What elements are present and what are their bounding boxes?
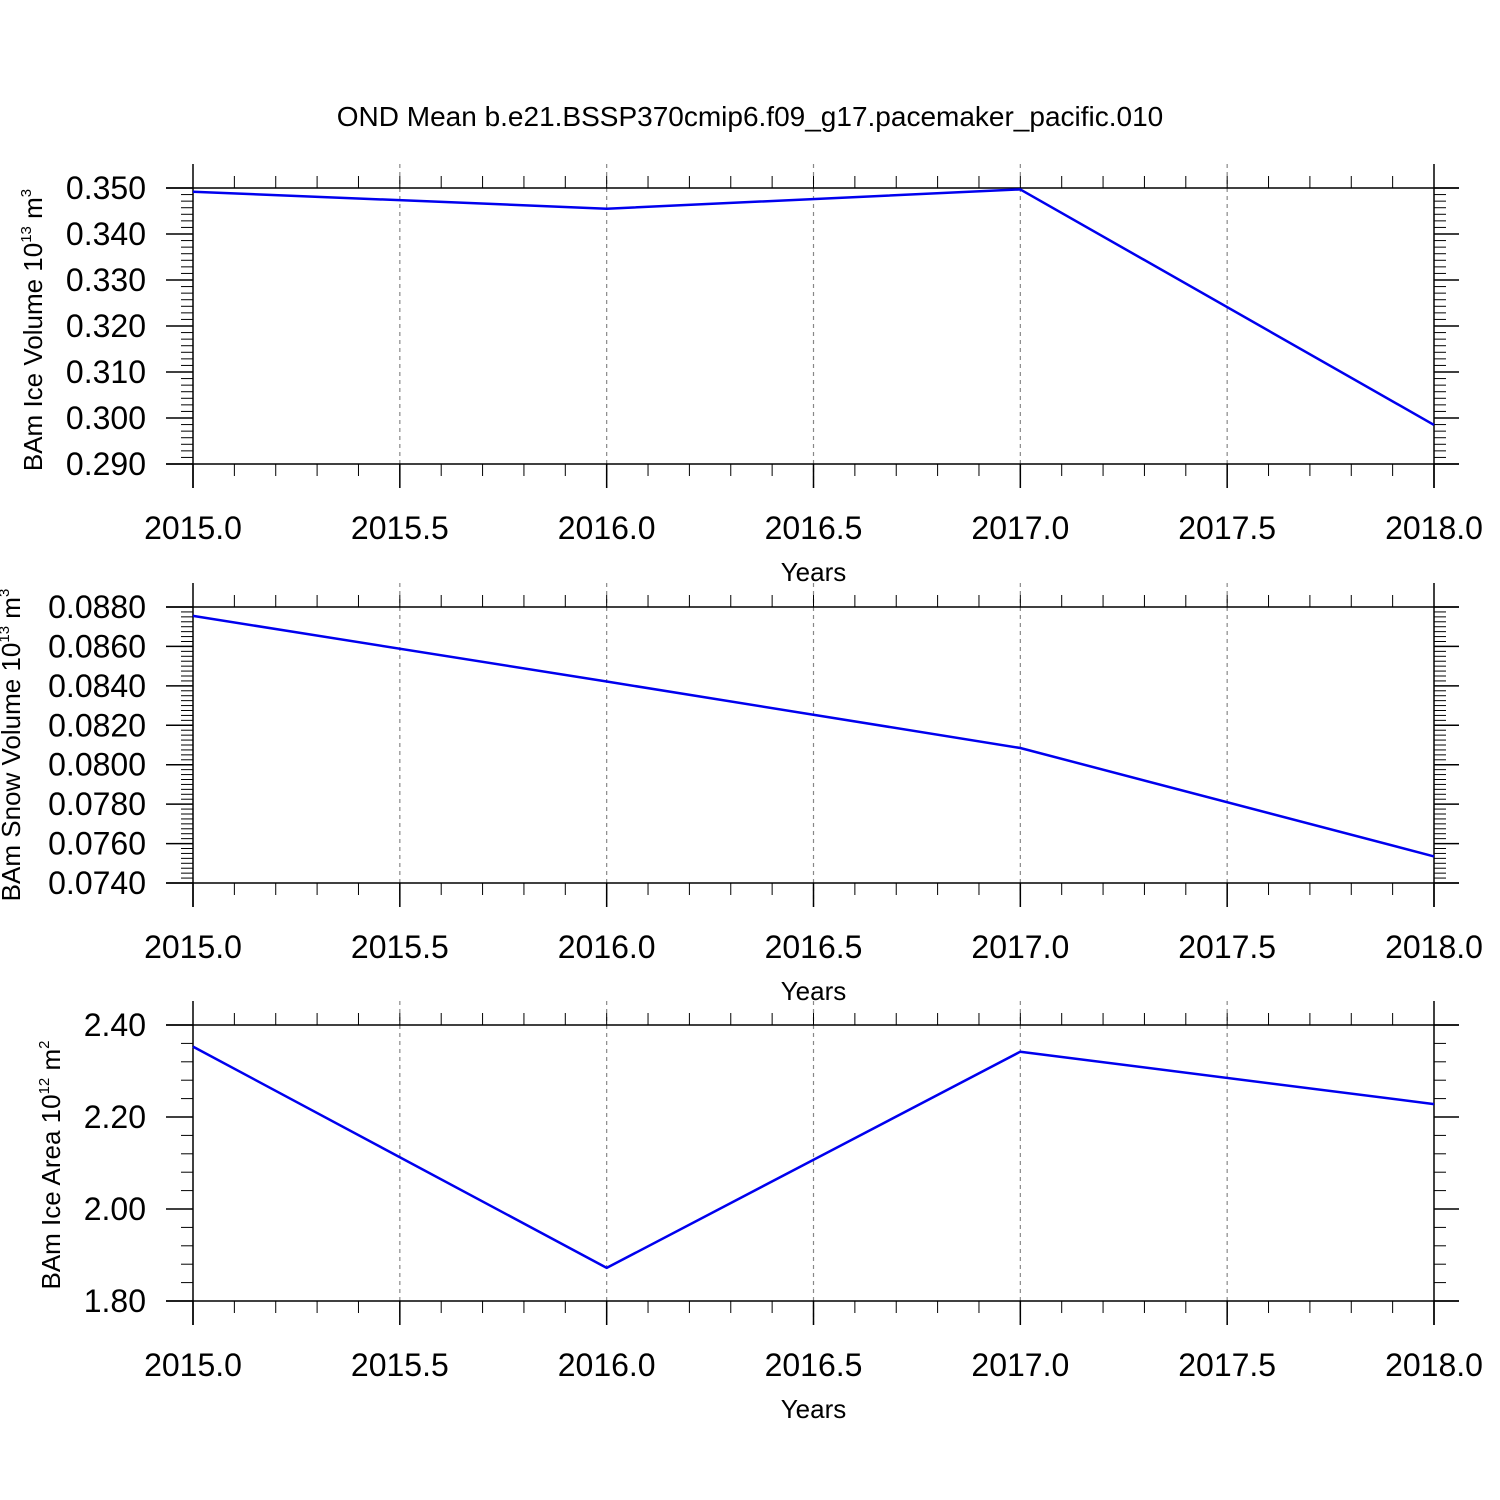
series-line xyxy=(192,188,1435,426)
y-tick-label: 1.80 xyxy=(84,1283,146,1319)
x-tick-label: 2017.5 xyxy=(1178,510,1276,546)
x-tick-label: 2017.5 xyxy=(1178,929,1276,965)
x-tick-label: 2016.5 xyxy=(765,1347,863,1383)
x-tick-label: 2015.0 xyxy=(144,929,242,965)
x-tick-label: 2015.5 xyxy=(351,510,449,546)
y-tick-label: 0.0740 xyxy=(48,865,146,901)
x-tick-label: 2016.5 xyxy=(765,510,863,546)
y-tick-label: 0.0800 xyxy=(48,747,146,783)
x-axis-label: Years xyxy=(781,1394,847,1424)
x-tick-label: 2016.0 xyxy=(558,510,656,546)
y-tick-label: 2.20 xyxy=(84,1099,146,1135)
x-tick-label: 2017.0 xyxy=(971,1347,1069,1383)
y-tick-label: 0.0820 xyxy=(48,707,146,743)
x-tick-label: 2018.0 xyxy=(1385,510,1483,546)
y-axis-label: BAm Ice Area 1012 m2 xyxy=(36,1040,66,1289)
y-tick-label: 0.0760 xyxy=(48,826,146,862)
y-tick-label: 0.320 xyxy=(66,308,146,344)
y-tick-label: 0.290 xyxy=(66,446,146,482)
y-tick-label: 2.00 xyxy=(84,1191,146,1227)
x-tick-label: 2015.0 xyxy=(144,510,242,546)
x-tick-label: 2018.0 xyxy=(1385,929,1483,965)
x-tick-label: 2015.0 xyxy=(144,1347,242,1383)
x-tick-label: 2016.0 xyxy=(558,929,656,965)
y-tick-label: 0.0860 xyxy=(48,628,146,664)
chart-panel-3: 1.80 2.00 2.20 2.40 2015.0 2015.5 2016.0 2016.5… xyxy=(36,1001,1483,1424)
y-tick-label: 0.310 xyxy=(66,354,146,390)
x-axis-label: Years xyxy=(781,557,847,587)
x-tick-label: 2016.5 xyxy=(765,929,863,965)
x-tick-label: 2016.0 xyxy=(558,1347,656,1383)
x-tick-label: 2018.0 xyxy=(1385,1347,1483,1383)
x-tick-label: 2017.0 xyxy=(971,929,1069,965)
y-tick-label: 2.40 xyxy=(84,1007,146,1043)
y-tick-label: 0.300 xyxy=(66,400,146,436)
y-tick-label: 0.0880 xyxy=(48,589,146,625)
figure-title: OND Mean b.e21.BSSP370cmip6.f09_g17.pace… xyxy=(337,101,1164,132)
y-tick-label: 0.350 xyxy=(66,170,146,206)
x-tick-label: 2017.5 xyxy=(1178,1347,1276,1383)
y-tick-label: 0.0840 xyxy=(48,668,146,704)
x-tick-label: 2017.0 xyxy=(971,510,1069,546)
chart-panel-1: 0.290 0.300 0.310 0.320 0.330 0.340 0.350 2015.… xyxy=(18,164,1483,587)
series-line xyxy=(192,1045,1435,1270)
x-tick-label: 2015.5 xyxy=(351,1347,449,1383)
y-axis-label: BAm Snow Volume 1013 m3 xyxy=(0,589,26,902)
y-tick-label: 0.330 xyxy=(66,262,146,298)
y-tick-label: 0.0780 xyxy=(48,786,146,822)
y-axis-label: BAm Ice Volume 1013 m3 xyxy=(18,189,48,471)
x-tick-label: 2015.5 xyxy=(351,929,449,965)
series-line xyxy=(192,614,1435,858)
y-tick-label: 0.340 xyxy=(66,216,146,252)
